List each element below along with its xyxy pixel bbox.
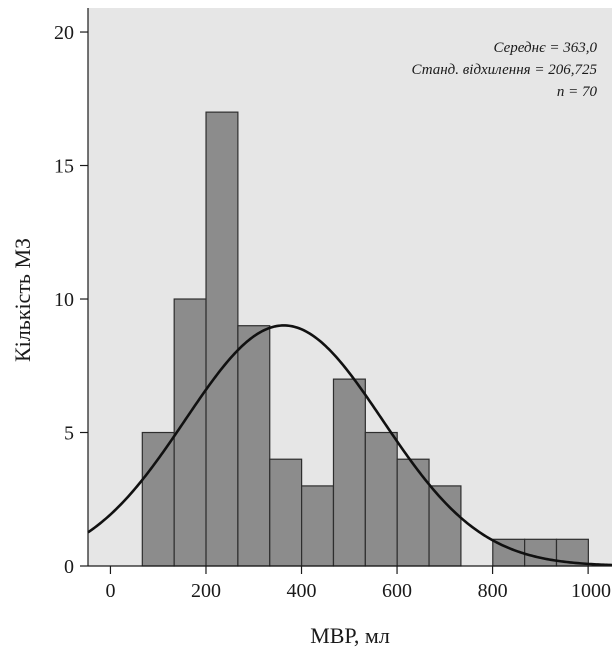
histogram-bar (428, 485, 462, 567)
histogram-bar (269, 458, 303, 567)
x-axis-ticks: 0 200 400 600 800 1000 (105, 566, 611, 602)
histogram-bar (524, 538, 558, 567)
x-tick-label: 600 (382, 580, 412, 602)
histogram-bar (141, 431, 175, 567)
histogram-bar (332, 378, 366, 567)
y-tick-label: 20 (54, 22, 74, 44)
stat-n: n = 70 (557, 84, 598, 100)
x-tick-label: 1000 (571, 580, 611, 602)
x-tick-label: 800 (478, 580, 508, 602)
y-tick-label: 10 (54, 289, 74, 311)
y-tick-label: 5 (64, 423, 74, 445)
histogram-bars (141, 111, 589, 567)
x-tick-label: 200 (191, 580, 221, 602)
histogram-bar (364, 431, 398, 567)
y-axis-ticks: 0 5 10 15 20 (54, 22, 88, 578)
x-tick-label: 0 (105, 580, 115, 602)
histogram-bar (237, 325, 271, 567)
histogram-bar (396, 458, 430, 567)
histogram-bar (205, 111, 239, 567)
normal-distribution-curve (87, 324, 612, 567)
x-axis-title: МВР, мл (310, 623, 390, 648)
stat-sd: Станд. відхилення = 206,725 (412, 62, 598, 78)
y-axis-title: Кількість МЗ (10, 238, 35, 362)
histogram-bar (173, 298, 207, 567)
x-tick-label: 400 (287, 580, 317, 602)
axes (87, 8, 612, 567)
histogram-bar (301, 485, 335, 567)
y-tick-label: 0 (64, 556, 74, 578)
stat-mean: Середнє = 363,0 (494, 40, 598, 56)
y-tick-label: 15 (54, 156, 74, 178)
